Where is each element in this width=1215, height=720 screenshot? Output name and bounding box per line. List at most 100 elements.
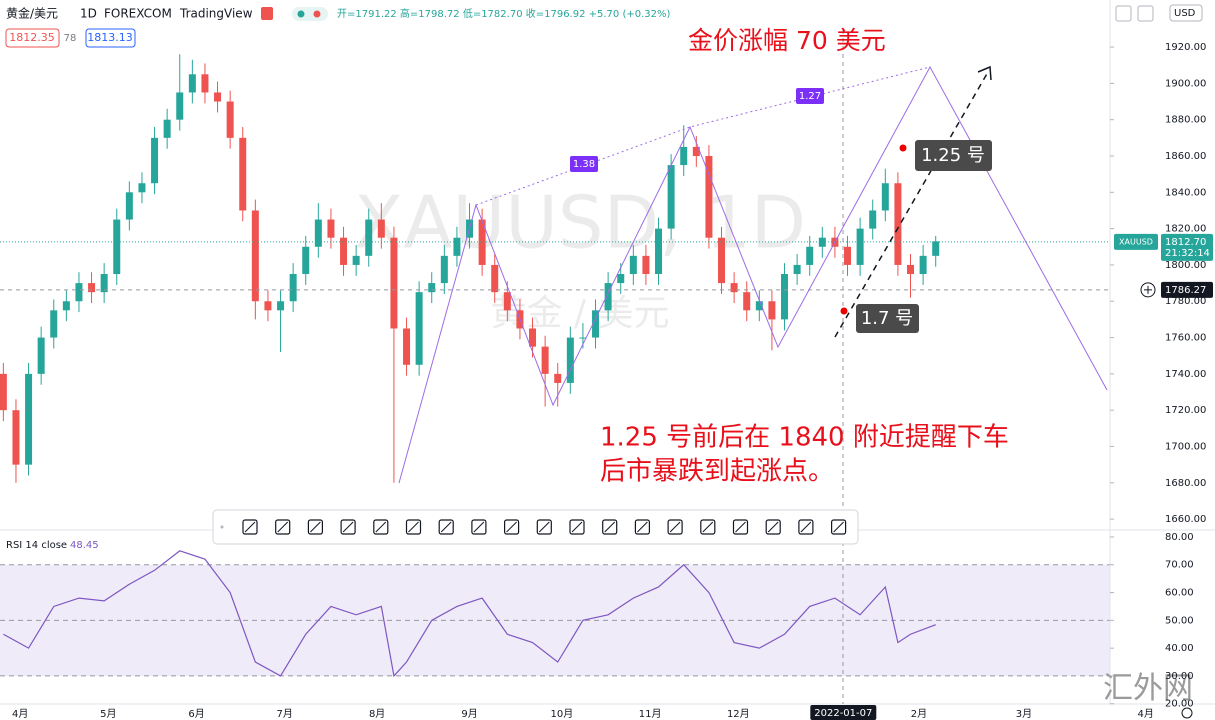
rsi-y-tick-label: 50.00 (1165, 615, 1194, 626)
bid-box[interactable] (5, 28, 60, 48)
tool-icon[interactable] (471, 519, 487, 535)
trend-arrow (834, 71, 989, 338)
tool-icon[interactable] (405, 519, 422, 535)
candle-body (239, 137, 247, 211)
tool-icon-stroke (767, 521, 779, 533)
tool-icon-stroke (571, 521, 583, 533)
crosshair-price-box (1161, 281, 1213, 298)
ask-box[interactable] (85, 28, 136, 48)
tool-icon[interactable] (732, 519, 749, 535)
tool-icon[interactable] (765, 519, 781, 535)
download-button[interactable] (1115, 5, 1132, 22)
rsi-y-tick-label: 80.00 (1165, 532, 1194, 543)
arrow-head (977, 65, 992, 81)
candle-body (37, 337, 45, 374)
annotation: 1.25 号前后在 1840 附近提醒下车 (600, 423, 1009, 453)
annotation: 金价涨幅 70 美元 (688, 26, 886, 55)
candle-body (176, 92, 184, 120)
tool-icon[interactable] (798, 519, 814, 535)
tool-icon[interactable] (569, 519, 585, 535)
candle-body (125, 192, 133, 220)
x-tick-label: 10月 (551, 708, 574, 720)
candle-body (919, 255, 927, 275)
tool-icon[interactable] (634, 519, 651, 535)
y-tick-label: 1920.00 (1165, 42, 1206, 53)
candle-body (768, 301, 776, 320)
watermark: XAUUSD, 1D (354, 181, 806, 265)
candle-body (201, 74, 209, 93)
refresh-button[interactable] (1137, 5, 1154, 22)
tool-icon[interactable] (667, 519, 683, 535)
candle-body (894, 183, 902, 265)
site-watermark: 汇外网 (1103, 671, 1193, 706)
flag-icon[interactable] (261, 7, 273, 20)
tool-icon[interactable] (340, 519, 356, 535)
symbol-tag-box (1114, 233, 1158, 250)
crosshair-date-box (810, 705, 877, 720)
y-tick-label: 1740.00 (1165, 369, 1206, 380)
tool-icon[interactable] (504, 519, 520, 535)
candle-body (730, 283, 738, 293)
currency-select[interactable] (1169, 4, 1203, 22)
tool-icon[interactable] (830, 519, 847, 535)
x-tick-label: 3月 (1016, 708, 1032, 720)
ratio-line (475, 66, 931, 206)
y-tick-label: 1820.00 (1165, 224, 1206, 235)
candle-body (592, 310, 600, 338)
rsi-y-tick-label: 60.00 (1165, 588, 1194, 599)
tool-icon[interactable] (307, 519, 323, 535)
interval[interactable]: 1D (80, 7, 97, 21)
symbol[interactable]: 黄金/美元 (6, 6, 58, 21)
candle-body (214, 92, 222, 102)
candle-body (579, 337, 587, 339)
callout-label: 1.25 号 (921, 145, 985, 166)
candle-body (188, 74, 196, 93)
candle-body (453, 237, 461, 256)
ratio-label: 1.38 (573, 159, 595, 170)
crosshair-date: 2022-01-07 (814, 708, 872, 719)
countdown: 21:32:14 (1165, 248, 1210, 259)
candle-body (377, 219, 385, 238)
status-dot (297, 10, 305, 18)
tool-icon[interactable] (242, 519, 258, 535)
tool-icon[interactable] (602, 519, 618, 535)
crosshair-price: 1786.27 (1165, 285, 1206, 296)
candle-body (881, 183, 889, 211)
marker-dot (899, 144, 907, 152)
tool-icon-stroke (833, 521, 844, 533)
candle-body (932, 241, 940, 256)
settings-icon[interactable] (1181, 707, 1193, 719)
x-tick-label: 6月 (188, 708, 204, 720)
candle-body (390, 237, 398, 329)
x-tick-label: 9月 (461, 708, 477, 720)
candle-body (844, 246, 852, 265)
ask-price: 1813.13 (87, 31, 133, 44)
candle-body (50, 310, 58, 338)
tool-icon-stroke (440, 521, 452, 533)
tool-icon[interactable] (275, 519, 291, 535)
y-tick-label: 1900.00 (1165, 78, 1206, 89)
candle-body (604, 283, 612, 311)
candle-body (163, 119, 171, 138)
candle-body (352, 255, 360, 265)
tool-icon-stroke (604, 521, 616, 533)
candle-body (113, 219, 121, 275)
tool-icon[interactable] (438, 519, 454, 535)
candle-body (264, 301, 272, 311)
candle-body (566, 337, 574, 383)
tool-icon[interactable] (373, 519, 389, 535)
candle-body (642, 255, 650, 275)
candle-body (718, 237, 726, 284)
candle-body (226, 101, 234, 138)
candle-body (655, 228, 663, 275)
y-tick-label: 1660.00 (1165, 514, 1206, 525)
tool-icon-stroke (342, 521, 354, 533)
candle-body (554, 373, 562, 383)
candle-body (138, 183, 146, 193)
tool-icon[interactable] (700, 519, 716, 535)
tool-icon-stroke (538, 521, 550, 533)
annotation: 后市暴跌到起涨点。 (600, 457, 834, 487)
tool-icon[interactable] (536, 519, 552, 535)
x-tick-label: 5月 (100, 708, 116, 720)
tool-icon-stroke (310, 521, 321, 533)
